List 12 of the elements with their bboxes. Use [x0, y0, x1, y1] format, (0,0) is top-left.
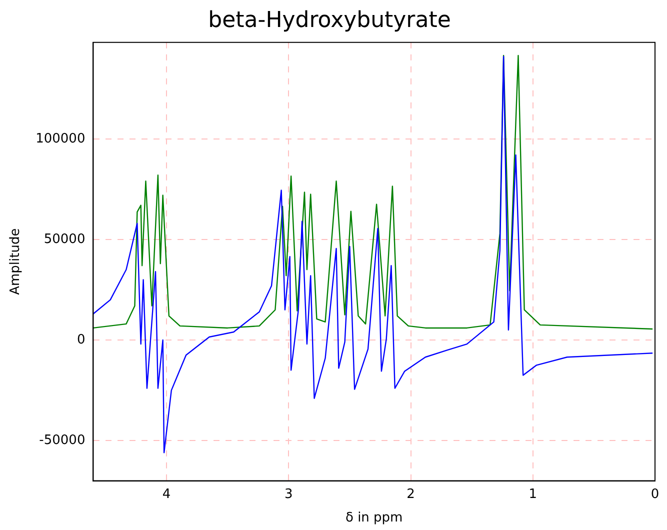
y-tick-label: 50000: [44, 232, 86, 247]
chart-title: beta-Hydroxybutyrate: [208, 8, 451, 33]
y-tick-label: 0: [76, 332, 86, 348]
x-axis-title: δ in ppm: [345, 510, 403, 526]
y-tick-label: -50000: [39, 432, 86, 448]
x-tick-label: 3: [284, 486, 293, 502]
x-tick-label: 1: [528, 486, 538, 502]
x-tick-label: 0: [650, 486, 660, 502]
y-tick-label: 100000: [36, 131, 86, 146]
y-axis-title: Amplitude: [8, 228, 24, 295]
x-tick-label: 4: [162, 486, 171, 502]
x-tick-label: 2: [406, 486, 415, 502]
